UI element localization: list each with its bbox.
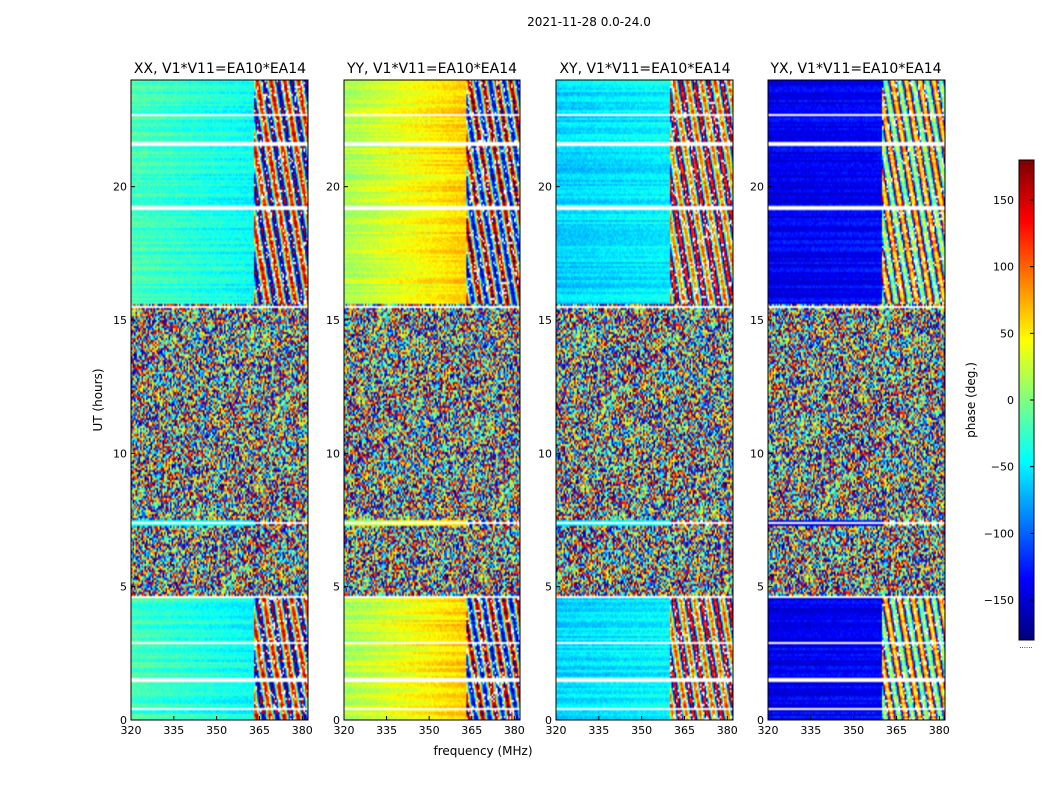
y-tick-label: 10: [113, 447, 127, 460]
x-tick-label: 320: [546, 724, 567, 737]
colorbar-tick-label: 150: [993, 194, 1014, 207]
x-tick-label: 335: [800, 724, 821, 737]
panel-xx-ticks: 320 335 350 365 380 0 5 10 15 20: [113, 181, 313, 737]
x-tick-label: 350: [843, 724, 864, 737]
y-tick-label: 10: [750, 447, 764, 460]
y-tick-label: 15: [113, 314, 127, 327]
colorbar-label: phase (deg.): [964, 362, 978, 438]
y-tick-label: 0: [120, 714, 127, 727]
y-tick-label: 15: [326, 314, 340, 327]
x-tick-label: 380: [292, 724, 313, 737]
panel-xx-title: XX, V1*V11=EA10*EA14: [134, 61, 306, 77]
x-tick-label: 320: [334, 724, 355, 737]
y-tick-label: 0: [545, 714, 552, 727]
y-tick-label: 5: [333, 581, 340, 594]
colorbar: 150 100 50 0 −50 −100 −150 phase (deg.) ......: [964, 159, 1035, 650]
x-tick-label: 350: [631, 724, 652, 737]
x-tick-label: 350: [206, 724, 227, 737]
x-tick-label: 320: [758, 724, 779, 737]
panel-yy-heatmap: [344, 80, 520, 720]
panel-yx-heatmap: [768, 80, 945, 720]
x-tick-label: 380: [504, 724, 525, 737]
x-tick-label: 335: [376, 724, 397, 737]
colorbar-tick-label: 100: [993, 261, 1014, 274]
colorbar-ticks: 150 100 50 0 −50 −100 −150: [984, 194, 1034, 607]
panel-xx-heatmap: [131, 80, 308, 720]
colorbar-tick-label: −100: [984, 527, 1014, 540]
panel-xx: XX, V1*V11=EA10*EA14 320 335 350 365 380 0 5 10…: [113, 61, 313, 737]
panel-yx-title: YX, V1*V11=EA10*EA14: [769, 61, 941, 77]
y-tick-label: 20: [113, 181, 127, 194]
colorbar-tick-label: −50: [991, 461, 1014, 474]
panel-yx-frame: [767, 79, 946, 721]
panel-xy-frame: [555, 79, 734, 721]
panel-xy-ticks: 320 335 350 365 380 0 5 10 15 20: [538, 181, 738, 737]
x-tick-label: 365: [249, 724, 270, 737]
y-tick-label: 5: [545, 581, 552, 594]
y-tick-label: 5: [120, 581, 127, 594]
y-tick-label: 0: [333, 714, 340, 727]
panel-yy-frame: [343, 79, 521, 721]
x-tick-label: 335: [163, 724, 184, 737]
y-axis-label: UT (hours): [91, 368, 105, 431]
x-tick-label: 365: [674, 724, 695, 737]
x-axis-label: frequency (MHz): [433, 744, 532, 758]
panel-yy-title: YY, V1*V11=EA10*EA14: [346, 61, 517, 77]
colorbar-tick-label: 0: [1007, 394, 1014, 407]
y-tick-label: 20: [750, 181, 764, 194]
panel-yx-ticks: 320 335 350 365 380 0 5 10 15 20: [750, 181, 950, 737]
y-tick-label: 5: [757, 581, 764, 594]
colorbar-tick-label: −150: [984, 594, 1014, 607]
x-tick-label: 380: [929, 724, 950, 737]
y-tick-label: 20: [326, 181, 340, 194]
panel-yy: YY, V1*V11=EA10*EA14 320 335 350 365 380 0 5 10…: [326, 61, 525, 737]
x-tick-label: 365: [886, 724, 907, 737]
colorbar-tick-label: 50: [1000, 327, 1014, 340]
panel-xy-title: XY, V1*V11=EA10*EA14: [559, 61, 730, 77]
y-tick-label: 0: [757, 714, 764, 727]
y-tick-label: 15: [538, 314, 552, 327]
figure-suptitle: 2021-11-28 0.0-24.0: [527, 15, 651, 29]
x-tick-label: 380: [717, 724, 738, 737]
panel-xx-frame: [130, 79, 309, 721]
colorbar-footer: ......: [1019, 642, 1032, 650]
colorbar-gradient: [1019, 160, 1034, 640]
panel-xy-heatmap: [556, 80, 733, 720]
x-tick-label: 350: [419, 724, 440, 737]
panel-yx: YX, V1*V11=EA10*EA14 320 335 350 365 380 0 5 10…: [750, 61, 950, 737]
x-tick-label: 365: [461, 724, 482, 737]
x-tick-label: 335: [588, 724, 609, 737]
y-tick-label: 10: [326, 447, 340, 460]
panel-yy-ticks: 320 335 350 365 380 0 5 10 15 20: [326, 181, 525, 737]
y-tick-label: 15: [750, 314, 764, 327]
y-tick-label: 10: [538, 447, 552, 460]
y-tick-label: 20: [538, 181, 552, 194]
x-tick-label: 320: [121, 724, 142, 737]
panel-xy: XY, V1*V11=EA10*EA14 320 335 350 365 380 0 5 10…: [538, 61, 738, 737]
